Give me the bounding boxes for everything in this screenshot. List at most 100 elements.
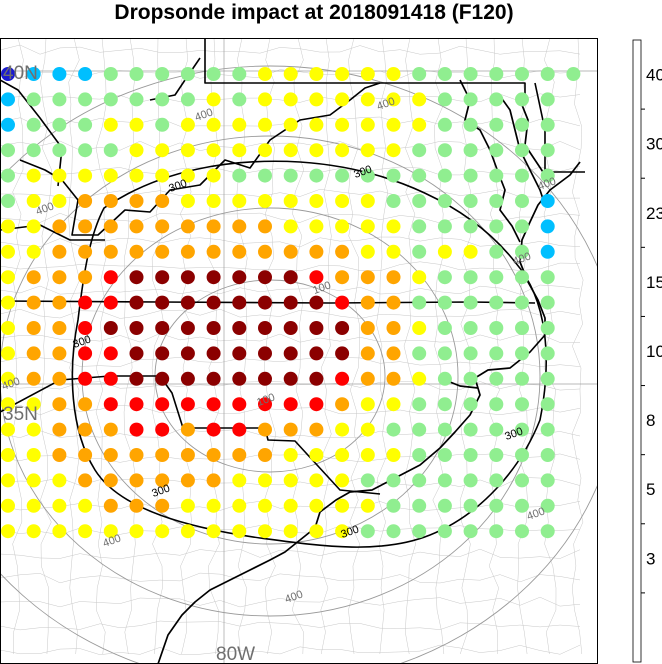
impact-dot	[360, 397, 375, 412]
impact-dot	[360, 92, 375, 107]
impact-dot	[386, 397, 401, 412]
impact-dot	[26, 92, 41, 107]
impact-dot	[386, 422, 401, 437]
impact-dot	[515, 473, 529, 488]
impact-dot	[412, 168, 427, 183]
impact-dot	[232, 295, 247, 310]
impact-dot	[78, 473, 93, 488]
impact-dot	[335, 321, 350, 335]
impact-dot	[335, 524, 350, 539]
county-line	[0, 620, 581, 631]
impact-dot	[155, 194, 170, 208]
impact-dot	[103, 219, 118, 234]
impact-dot	[129, 143, 144, 158]
impact-dot	[437, 448, 452, 462]
colorbar-tick-label: 15	[646, 273, 662, 292]
impact-dot	[540, 92, 555, 107]
impact-dot	[232, 67, 247, 81]
impact-dot	[129, 92, 144, 107]
impact-dot	[232, 346, 247, 361]
county-line	[11, 38, 24, 655]
contour-400-a	[0, 135, 541, 617]
county-line	[0, 284, 581, 295]
contour-label: 400	[375, 95, 396, 113]
impact-dot	[489, 67, 504, 81]
impact-dot	[258, 219, 272, 234]
impact-dot	[155, 524, 170, 539]
graticule-label-lon_80: 80W	[216, 644, 255, 664]
impact-dot	[155, 397, 170, 412]
impact-dot	[386, 321, 401, 335]
impact-dot	[78, 143, 93, 158]
impact-dot	[52, 143, 67, 158]
impact-dot	[103, 117, 118, 132]
impact-dot	[412, 448, 427, 462]
impact-dot	[129, 295, 144, 310]
impact-dot	[489, 270, 504, 285]
impact-dot	[540, 143, 555, 158]
impact-dot	[232, 321, 247, 335]
impact-dot	[309, 498, 324, 513]
impact-dot	[1, 117, 15, 132]
impact-dot	[258, 92, 272, 107]
impact-dot	[232, 448, 247, 462]
contour-label: 400	[525, 505, 546, 523]
impact-dot	[155, 244, 170, 259]
impact-dot	[412, 92, 427, 107]
impact-dot	[103, 143, 118, 158]
impact-dot	[309, 371, 324, 386]
county-line	[571, 38, 584, 655]
impact-dot	[515, 270, 529, 285]
impact-dot	[155, 473, 170, 488]
impact-dot	[258, 295, 272, 310]
impact-dot	[412, 397, 427, 412]
impact-dot	[360, 168, 375, 183]
impact-dot	[386, 143, 401, 158]
impact-dot	[283, 346, 298, 361]
impact-dot	[258, 270, 272, 285]
impact-dot	[129, 346, 144, 361]
impact-dot	[129, 117, 144, 132]
impact-dot	[540, 117, 555, 132]
impact-dot	[1, 219, 15, 234]
impact-dot	[412, 270, 427, 285]
impact-dot	[412, 67, 427, 81]
impact-dot	[206, 321, 221, 335]
county-line	[0, 572, 581, 584]
impact-dot	[412, 295, 427, 310]
impact-dot	[489, 92, 504, 107]
impact-dot	[360, 448, 375, 462]
impact-dot	[232, 473, 247, 488]
impact-dot	[129, 371, 144, 386]
contour-label: 100	[311, 279, 332, 297]
impact-dot	[540, 321, 555, 335]
impact-dot	[515, 92, 529, 107]
impact-dot	[437, 67, 452, 81]
impact-dot	[360, 524, 375, 539]
impact-dot	[129, 168, 144, 183]
impact-dot	[309, 473, 324, 488]
impact-dot	[206, 143, 221, 158]
county-line	[0, 236, 581, 248]
impact-dot	[129, 321, 144, 335]
impact-dot	[335, 194, 350, 208]
impact-dot	[489, 244, 504, 259]
impact-dot	[78, 168, 93, 183]
impact-dot	[258, 346, 272, 361]
contour-label: 400	[193, 106, 214, 124]
impact-dot	[206, 168, 221, 183]
impact-dot	[437, 117, 452, 132]
impact-dot	[335, 117, 350, 132]
impact-dot	[437, 92, 452, 107]
impact-dot	[258, 194, 272, 208]
impact-dot	[386, 244, 401, 259]
impact-dot	[52, 346, 67, 361]
impact-dot	[155, 371, 170, 386]
contour-label: 400	[101, 532, 122, 550]
impact-dot	[437, 219, 452, 234]
impact-dot	[489, 194, 504, 208]
county-line	[0, 308, 581, 319]
impact-dot	[1, 397, 15, 412]
impact-dot	[180, 244, 195, 259]
